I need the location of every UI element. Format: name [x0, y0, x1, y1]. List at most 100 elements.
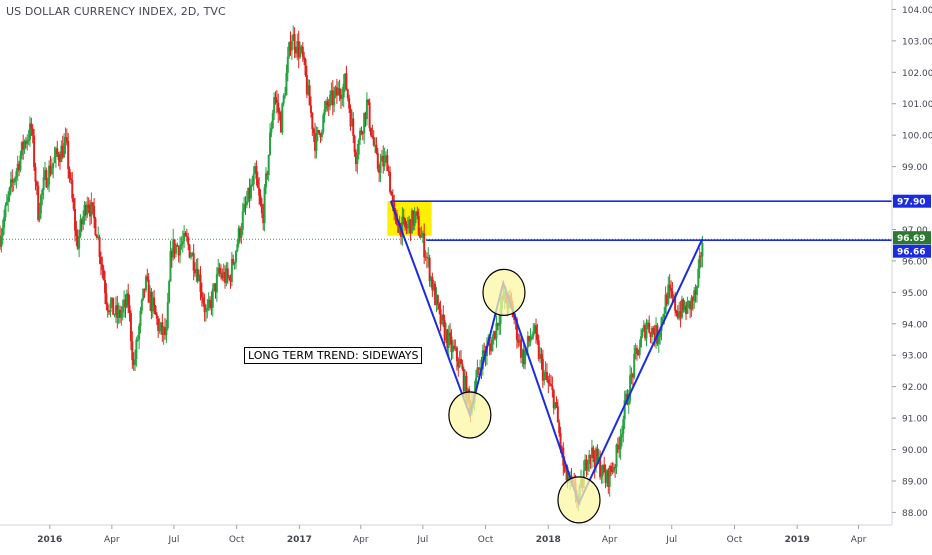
time-tick-label: Apr: [104, 535, 120, 545]
candle-body: [194, 270, 197, 274]
candle-body: [258, 187, 261, 196]
candle-body: [191, 253, 194, 256]
candle-body: [589, 454, 592, 459]
candle-body: [618, 446, 621, 450]
candle-body: [431, 277, 434, 291]
candle-body: [446, 329, 449, 348]
candle-body: [365, 99, 368, 120]
candle-body: [612, 467, 615, 472]
candle-body: [217, 267, 220, 274]
candle-body: [390, 191, 393, 196]
candle-body: [680, 299, 683, 318]
candle-body: [543, 373, 546, 381]
candle-body: [661, 317, 664, 319]
candle-body: [203, 303, 206, 313]
candle-body: [83, 204, 86, 217]
candle-body: [374, 144, 377, 146]
candle-body: [547, 379, 550, 384]
candle-body: [293, 34, 296, 50]
candle-body: [629, 375, 632, 401]
candle-body: [5, 201, 8, 206]
candle-body: [86, 204, 89, 215]
candle-body: [116, 305, 119, 318]
candle-body: [429, 277, 432, 282]
level-tag-96-66: [893, 244, 931, 258]
candle-body: [91, 202, 94, 206]
candle-body: [492, 331, 495, 340]
candle-body: [124, 299, 127, 308]
candle-body: [653, 333, 656, 341]
candle-body: [12, 182, 15, 184]
candle-body: [158, 327, 161, 332]
candle-body: [72, 198, 75, 209]
candle-body: [136, 339, 139, 341]
candle-body: [406, 224, 409, 229]
candle-body: [389, 171, 392, 192]
candle-body: [3, 217, 6, 228]
candle-body: [301, 46, 304, 57]
candle-body: [652, 328, 655, 334]
candle-body: [352, 118, 355, 137]
candle-body: [616, 444, 619, 447]
candle-body: [236, 244, 239, 252]
price-tick-label: 101.00: [902, 100, 932, 110]
candle-body: [548, 383, 551, 385]
candle-body: [533, 325, 536, 332]
candle-body: [183, 232, 186, 242]
candle-body: [368, 102, 371, 128]
candle-body: [155, 314, 158, 319]
candle-body: [75, 230, 78, 237]
candle-body: [387, 171, 390, 173]
candle-body: [34, 167, 37, 182]
trend-annotation-label[interactable]: LONG TERM TREND: SIDEWAYS: [244, 347, 423, 364]
candle-body: [341, 97, 344, 99]
candle-body: [436, 295, 439, 304]
candle-body: [530, 336, 533, 339]
candle-body: [187, 237, 190, 245]
candle-body: [128, 305, 131, 314]
candle-body: [551, 385, 554, 391]
candle-body: [440, 314, 443, 325]
candle-body: [15, 171, 18, 179]
candle-body: [42, 177, 45, 190]
candle-body: [417, 215, 420, 235]
candle-body: [372, 137, 375, 146]
candle-body: [419, 234, 422, 238]
candle-body: [649, 332, 652, 337]
price-tick-label: 96.00: [902, 257, 928, 267]
candle-body: [74, 208, 77, 231]
candle-body: [252, 173, 255, 185]
candle-body: [383, 156, 386, 167]
candle-body: [592, 447, 595, 459]
candle-body: [50, 168, 53, 174]
candle-body: [221, 273, 224, 279]
candle-body: [262, 213, 265, 224]
candle-body: [14, 178, 17, 183]
candle-body: [311, 112, 314, 129]
candle-body: [494, 331, 497, 339]
candle-body: [67, 140, 70, 170]
candle-body: [410, 210, 413, 234]
candle-body: [520, 339, 523, 358]
candle-body: [296, 41, 299, 54]
candle-body: [90, 202, 93, 217]
candle-body: [11, 179, 14, 183]
candle-body: [631, 373, 634, 378]
candle-body: [188, 244, 191, 258]
candle-body: [110, 297, 113, 304]
candle-body: [342, 83, 345, 98]
candle-body: [44, 170, 47, 178]
candle-body: [623, 400, 626, 420]
candle-body: [278, 112, 281, 114]
candle-body: [214, 283, 217, 293]
candle-body: [540, 354, 543, 359]
candle-body: [421, 233, 424, 237]
candle-body: [131, 341, 134, 361]
candle-body: [339, 94, 342, 99]
candle-body: [449, 332, 452, 337]
candle-body: [20, 141, 23, 156]
candle-body: [165, 328, 168, 336]
candle-body: [670, 287, 673, 292]
candle-body: [601, 464, 604, 476]
